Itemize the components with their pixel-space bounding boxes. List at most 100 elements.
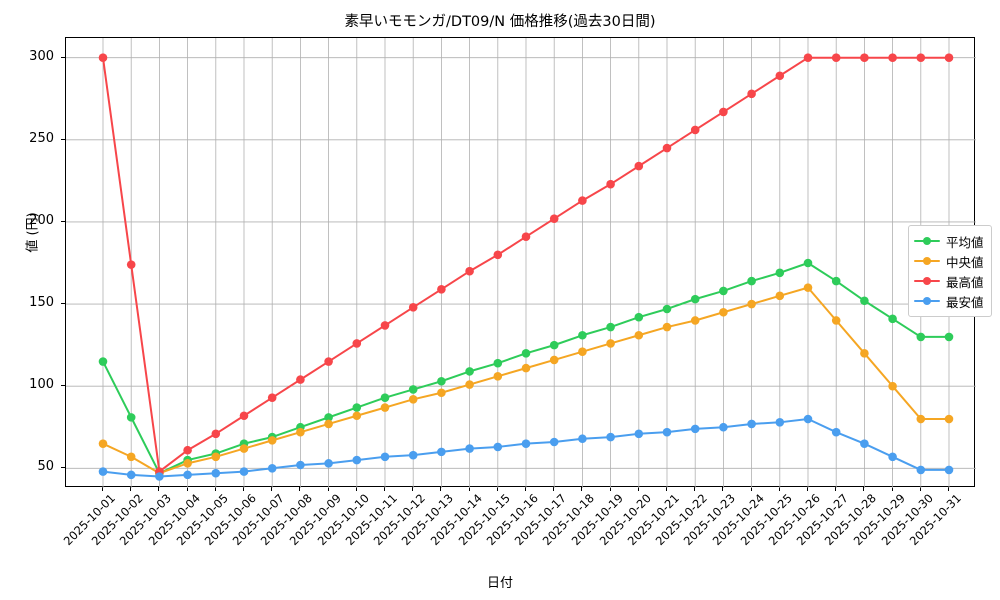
data-point: [98, 467, 108, 476]
x-tick-mark: [271, 487, 273, 491]
data-point: [944, 53, 954, 63]
x-tick-mark: [158, 487, 160, 491]
x-tick-mark: [525, 487, 526, 491]
data-point: [549, 355, 559, 365]
data-point: [437, 376, 446, 386]
legend-item-1[interactable]: 平均値: [914, 231, 984, 251]
x-tick-mark: [553, 487, 555, 491]
data-point: [944, 465, 954, 475]
data-point: [437, 388, 446, 398]
data-point: [549, 214, 559, 223]
data-point: [239, 444, 249, 453]
data-point: [465, 444, 474, 453]
y-tick-label: 150: [29, 295, 54, 311]
data-point: [690, 294, 700, 304]
legend-label: 最安値: [946, 294, 984, 310]
data-point: [493, 442, 503, 452]
data-point: [606, 322, 615, 332]
data-point: [775, 418, 785, 427]
data-point: [803, 53, 813, 63]
data-point: [126, 413, 136, 422]
data-point: [239, 467, 249, 476]
x-tick-mark: [440, 487, 442, 491]
x-tick-mark: [384, 487, 385, 491]
data-point: [380, 452, 390, 462]
data-point: [719, 107, 728, 117]
data-point: [690, 424, 700, 434]
data-point: [155, 472, 164, 481]
data-point: [183, 445, 192, 455]
data-point: [267, 463, 277, 473]
data-point: [98, 439, 108, 448]
data-point: [719, 307, 728, 317]
x-tick-mark: [468, 487, 470, 491]
data-point: [549, 437, 559, 447]
data-point: [944, 332, 954, 342]
legend-item-4[interactable]: 最安値: [914, 291, 984, 311]
x-tick-mark: [102, 487, 103, 491]
data-point: [296, 375, 305, 384]
chart-legend: 平均値中央値 最高値最安値: [908, 225, 992, 317]
data-point: [747, 276, 756, 286]
x-tick-mark: [496, 487, 498, 491]
data-point: [747, 89, 756, 99]
legend-item-2[interactable]: 中央値: [914, 251, 984, 271]
y-tick-label: 50: [37, 459, 54, 475]
data-point: [803, 283, 813, 292]
data-point: [437, 447, 446, 457]
x-tick-mark: [863, 487, 865, 491]
data-point: [916, 465, 926, 475]
x-tick-mark: [666, 487, 667, 491]
data-point: [324, 413, 333, 422]
data-point: [690, 316, 700, 325]
data-point: [267, 393, 277, 402]
data-point: [211, 468, 221, 478]
legend-label: 中央値: [946, 254, 984, 270]
data-point: [521, 232, 531, 242]
data-point: [521, 363, 531, 373]
data-point: [831, 276, 841, 286]
data-point: [662, 427, 672, 437]
data-point: [634, 312, 644, 322]
x-tick-mark: [581, 487, 583, 491]
x-tick-mark: [186, 487, 188, 491]
data-point: [634, 429, 644, 439]
chart-title: 素早いモモンガ/DT09/N 価格推移(過去30日間): [344, 14, 656, 30]
data-point: [183, 470, 192, 480]
x-tick-mark: [778, 487, 780, 491]
data-point: [408, 303, 418, 312]
x-tick-mark: [891, 487, 893, 491]
data-point: [606, 179, 615, 189]
x-tick-mark: [214, 487, 216, 491]
legend-item-3[interactable]: 最高値: [914, 271, 984, 291]
data-point: [662, 322, 672, 332]
data-point: [888, 452, 897, 462]
data-point: [719, 422, 728, 432]
data-point: [860, 349, 869, 358]
x-tick-mark: [637, 487, 639, 491]
data-point: [380, 403, 390, 412]
data-point: [126, 452, 136, 462]
data-point: [465, 380, 474, 389]
x-tick-mark: [130, 487, 132, 491]
x-tick-mark: [243, 487, 244, 491]
data-point: [98, 53, 108, 63]
data-point: [775, 268, 785, 278]
grid-lines: [66, 38, 976, 488]
data-point: [831, 316, 841, 325]
data-point: [296, 427, 305, 437]
data-point: [888, 314, 897, 324]
x-tick-mark: [299, 487, 301, 491]
y-tick-mark: [61, 138, 65, 140]
x-tick-mark: [807, 487, 808, 491]
data-point: [126, 260, 136, 269]
data-point: [437, 284, 446, 294]
data-point: [578, 330, 587, 340]
x-tick-mark: [835, 487, 837, 491]
data-point: [831, 427, 841, 437]
data-point: [521, 439, 531, 448]
data-point: [296, 460, 305, 470]
x-tick-mark: [412, 487, 414, 491]
y-tick-label: 300: [29, 48, 54, 64]
